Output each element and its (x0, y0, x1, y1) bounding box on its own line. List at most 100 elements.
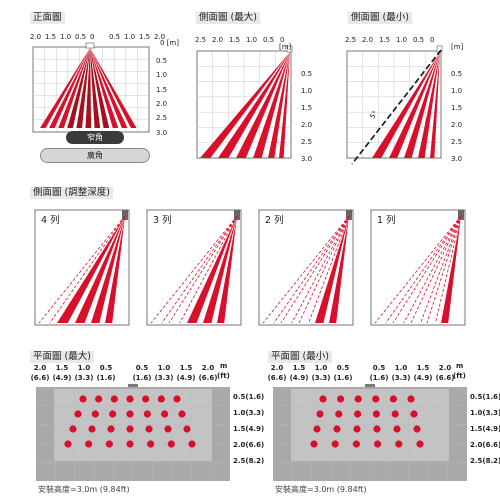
side-max-x-tick: 1.5 (229, 36, 241, 44)
front-zone-beam (90, 48, 128, 128)
plan-max-detection-dot (91, 410, 99, 418)
plan-max-detection-dot (157, 395, 165, 403)
depth-panel-label: 1 列 (377, 215, 396, 226)
front-x-tick: 2.0 (154, 33, 166, 41)
side-max-y-tick: 3.0 (301, 154, 313, 163)
depth-sensor (346, 210, 352, 220)
depth-zone-beam (441, 216, 461, 323)
depth-zone-beam (75, 216, 125, 323)
depth-panel-frame (146, 209, 242, 326)
plan-max-sensor (128, 384, 138, 387)
plan-max-detection-dot (107, 425, 115, 433)
side-min-zone-beam (372, 52, 440, 158)
plan-max-x-tick-ft: (3.3) (154, 374, 174, 382)
front-zone-beam (76, 48, 90, 128)
plan-min-row-label: 2.5(8.2) (470, 457, 500, 465)
plan-min-detection-dot (331, 440, 339, 448)
plan-min-detection-dot (407, 395, 415, 403)
front-x-tick: 2.0 (30, 33, 42, 41)
depth-panel-label: 3 列 (153, 215, 172, 226)
depth-zone-dashed (291, 215, 350, 324)
side-max-sensor (286, 45, 293, 53)
depth-zone-dashed (168, 215, 238, 324)
side-max-y-tick: 2.5 (301, 137, 313, 146)
side-max-y-tick: 1.5 (301, 103, 313, 112)
side-max-zone-beam (200, 52, 290, 158)
front-zone-beam (40, 48, 90, 128)
plan-max-detection-dot (145, 425, 153, 433)
plan-max-detection-dot (126, 425, 134, 433)
side-min-y-tick: 1.0 (451, 86, 463, 95)
depth-zone-beam (91, 216, 125, 323)
side-min-x-tick: 1.5 (379, 36, 391, 44)
plan-max-detection-dot (142, 395, 150, 403)
plan-min-row-label: 1.5(4.9) (470, 425, 500, 433)
side-min-x-tick: 2.0 (362, 36, 374, 44)
side-max-x-tick: 1.0 (246, 36, 258, 44)
plan-min-unit: m (456, 362, 464, 370)
plan-min-row-label: 2.0(6.6) (470, 441, 500, 449)
plan-max-detection-dot (69, 425, 77, 433)
front-x-tick: 0 (90, 33, 95, 41)
plan-max-detection-dot (64, 440, 72, 448)
plan-max-detection-dot (95, 395, 103, 403)
plan-min-detection-dot (319, 395, 327, 403)
plan-min-title: 平面圖 (最小) (268, 351, 332, 363)
depth-zone-dashed (38, 215, 126, 324)
plan-min-detection-dot (352, 440, 360, 448)
plan-min-detection-dot (354, 410, 362, 418)
side-min-zone-beam (418, 52, 440, 158)
plan-max-x-tick-m: 1.5 (179, 364, 193, 372)
depth-zone-dashed (150, 215, 238, 324)
plan-max-x-tick-ft: (4.9) (52, 374, 72, 382)
side-max-zone-beam (253, 52, 290, 158)
depth-adjust-title: 側面圖 (調整深度) (30, 187, 113, 199)
plan-min-row-label: 0.5(1.6) (470, 393, 500, 401)
plan-max-detection-dot (164, 425, 172, 433)
plan-min-detection-dot (313, 425, 321, 433)
plan-max-x-tick-m: 2.0 (201, 364, 215, 372)
plan-min-detection-dot (310, 440, 318, 448)
plan-max-x-tick-ft: (1.6) (132, 374, 152, 382)
depth-zone-beam (203, 216, 237, 323)
side-view-min-unit: [m] (451, 43, 464, 51)
plan-min-x-tick-ft: (1.6) (333, 374, 353, 382)
plan-min-x-tick-m: 0.5 (372, 364, 386, 372)
plan-max-x-tick-m: 1.5 (55, 364, 69, 372)
plan-max-x-tick-ft: (4.9) (176, 374, 196, 382)
plan-max-footnote: 安裝高度=3.0m (9.84ft) (38, 485, 130, 494)
plan-min-footnote: 安裝高度=3.0m (9.84ft) (275, 485, 367, 494)
front-zone-beam (90, 48, 119, 128)
front-x-tick: 0.5 (75, 33, 87, 41)
front-x-tick: 0.5 (109, 33, 121, 41)
front-y-tick: 0.5 (156, 57, 168, 65)
plan-min-detection-dot (373, 425, 381, 433)
plan-max-row-label: 2.0(6.6) (233, 441, 265, 449)
side-view-min-title: 側面圖 (最小) (348, 12, 412, 24)
plan-max-detection-dot (79, 395, 87, 403)
front-zone-beam (90, 48, 101, 128)
plan-min-detection-dot (389, 395, 397, 403)
front-y-tick: 2.0 (156, 99, 168, 108)
side-max-x-tick: 0.5 (263, 36, 275, 44)
depth-zone-dashed (308, 215, 350, 324)
side-max-zone-beam (218, 52, 290, 158)
plan-min-x-tick-m: 2.0 (438, 364, 452, 372)
depth-zone-dashed (280, 215, 350, 324)
side-view-max-title: 側面圖 (最大) (196, 12, 260, 24)
side-min-x-tick: 1.0 (396, 36, 408, 44)
plan-min-x-tick-m: 2.0 (270, 364, 284, 372)
front-y-tick: 3.0 (156, 128, 168, 137)
plan-max-unit: m (220, 362, 228, 370)
plan-max-x-tick-m: 0.5 (99, 364, 113, 372)
plan-min-detection-dot (416, 440, 424, 448)
side-max-x-tick: 2.5 (195, 36, 207, 44)
depth-zone-beam (187, 216, 237, 323)
side-min-zone-beam (404, 52, 440, 158)
plan-max-detection-dot (88, 425, 96, 433)
side-min-y-tick: 3.0 (451, 154, 463, 163)
plan-max-detection-dot (85, 440, 93, 448)
plan-max-x-tick-m: 0.5 (135, 364, 149, 372)
depth-sensor (122, 210, 128, 220)
